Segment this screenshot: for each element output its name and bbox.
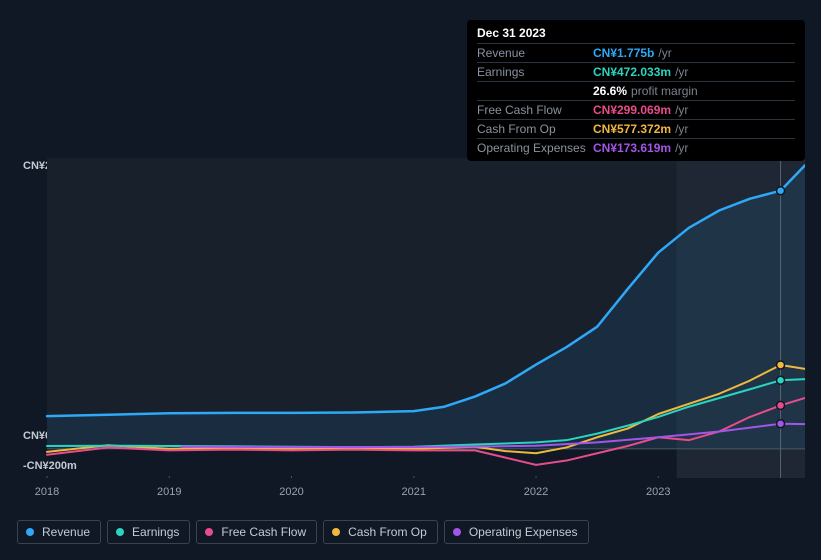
x-axis-label: 2019: [157, 486, 181, 498]
tooltip-row: Cash From OpCN¥577.372m/yr: [477, 119, 795, 138]
x-axis-label: 2018: [35, 486, 59, 498]
tooltip-row: 26.6% profit margin: [477, 81, 795, 100]
legend-earnings[interactable]: Earnings: [107, 520, 190, 544]
tooltip-label: Free Cash Flow: [477, 103, 593, 117]
x-axis-label: 2022: [524, 486, 548, 498]
legend-dot-icon: [116, 528, 124, 536]
tooltip-suffix: profit margin: [631, 84, 698, 98]
legend-label: Revenue: [42, 525, 90, 539]
chart-tooltip: Dec 31 2023 RevenueCN¥1.775b/yrEarningsC…: [467, 20, 805, 161]
legend-label: Operating Expenses: [469, 525, 578, 539]
tooltip-date: Dec 31 2023: [477, 26, 795, 43]
tooltip-value: CN¥472.033m: [593, 65, 671, 79]
legend-dot-icon: [26, 528, 34, 536]
x-axis-label: 2020: [279, 486, 303, 498]
legend-dot-icon: [453, 528, 461, 536]
legend-operating-expenses[interactable]: Operating Expenses: [444, 520, 589, 544]
chart-legend: Revenue Earnings Free Cash Flow Cash From O…: [17, 520, 589, 544]
tooltip-row: Free Cash FlowCN¥299.069m/yr: [477, 100, 795, 119]
x-axis-label: 2023: [646, 486, 670, 498]
financials-chart[interactable]: [17, 158, 805, 498]
chart-svg: [17, 158, 805, 478]
tooltip-label: Revenue: [477, 46, 593, 60]
tooltip-value: CN¥1.775b: [593, 46, 654, 60]
tooltip-value: CN¥173.619m: [593, 141, 671, 155]
legend-dot-icon: [205, 528, 213, 536]
x-axis: 2018 2019 2020 2021 2022 2023: [17, 486, 805, 500]
tooltip-suffix: /yr: [675, 141, 688, 155]
tooltip-row: EarningsCN¥472.033m/yr: [477, 62, 795, 81]
legend-dot-icon: [332, 528, 340, 536]
legend-revenue[interactable]: Revenue: [17, 520, 101, 544]
tooltip-suffix: /yr: [658, 46, 671, 60]
tooltip-label: Earnings: [477, 65, 593, 79]
legend-label: Free Cash Flow: [221, 525, 306, 539]
tooltip-row: RevenueCN¥1.775b/yr: [477, 43, 795, 62]
tooltip-value: 26.6%: [593, 84, 627, 98]
legend-free-cash-flow[interactable]: Free Cash Flow: [196, 520, 317, 544]
legend-label: Cash From Op: [348, 525, 427, 539]
tooltip-suffix: /yr: [675, 122, 688, 136]
legend-cash-from-op[interactable]: Cash From Op: [323, 520, 438, 544]
tooltip-row: Operating ExpensesCN¥173.619m/yr: [477, 138, 795, 157]
x-axis-label: 2021: [402, 486, 426, 498]
tooltip-value: CN¥299.069m: [593, 103, 671, 117]
legend-label: Earnings: [132, 525, 179, 539]
tooltip-label: Operating Expenses: [477, 141, 593, 155]
tooltip-label: Cash From Op: [477, 122, 593, 136]
tooltip-suffix: /yr: [675, 65, 688, 79]
tooltip-value: CN¥577.372m: [593, 122, 671, 136]
tooltip-suffix: /yr: [675, 103, 688, 117]
